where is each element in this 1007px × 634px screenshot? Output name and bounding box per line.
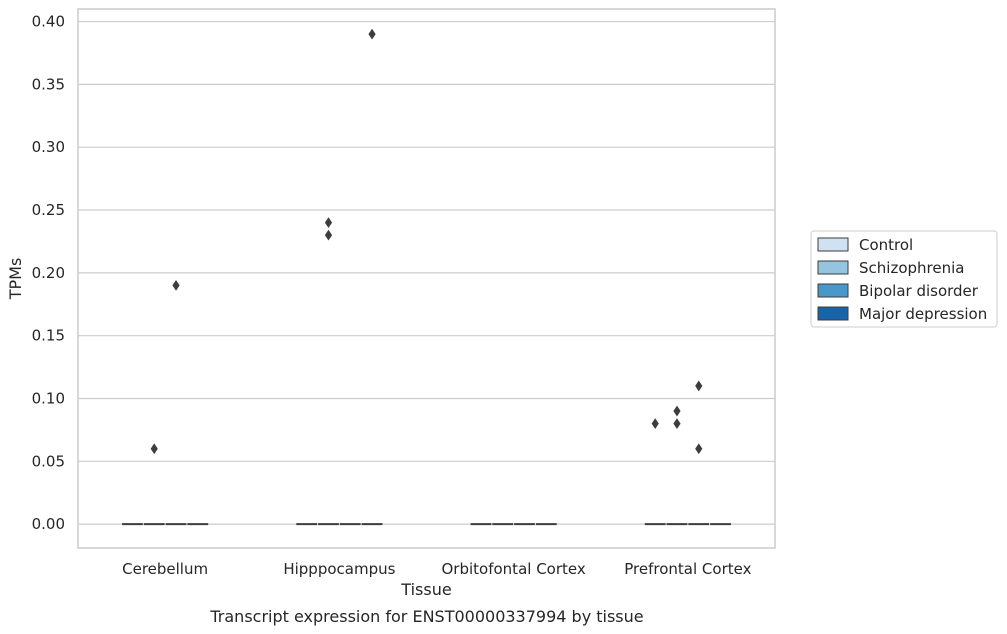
outlier-point: [673, 405, 681, 417]
legend-swatch: [817, 237, 849, 252]
legend-label: Schizophrenia: [859, 259, 964, 277]
grid-layer: [78, 20, 775, 525]
outlier-point: [673, 418, 681, 430]
outlier-point: [324, 217, 333, 228]
x-tick-label: Prefrontal Cortex: [624, 560, 751, 578]
y-tick-label: 0.20: [32, 264, 65, 282]
y-tick-label: 0.00: [32, 515, 65, 533]
legend-swatch: [817, 306, 849, 321]
y-tick-label: 0.30: [32, 138, 65, 156]
outlier-point: [172, 280, 180, 291]
y-tick-labels: 0.00 0.05 0.10 0.15 0.20 0.25 0.30 0.35 0.40: [32, 13, 65, 534]
y-tick-label: 0.25: [32, 201, 65, 219]
outlier-point: [695, 443, 703, 455]
y-tick-label: 0.10: [32, 389, 65, 407]
legend-swatch: [817, 283, 849, 298]
outlier-layer: [150, 28, 703, 455]
legend-swatch: [817, 260, 849, 275]
y-axis-label: TPMs: [6, 258, 25, 301]
plot-frame: [77, 8, 776, 549]
x-tick-label: Hipppocampus: [283, 560, 395, 578]
y-tick-label: 0.40: [32, 13, 65, 31]
x-tick-label: Cerebellum: [122, 560, 208, 578]
legend-label: Bipolar disorder: [859, 282, 979, 300]
outlier-point: [368, 28, 376, 40]
y-tick-label: 0.15: [32, 327, 65, 345]
legend-label: Control: [859, 236, 913, 254]
legend-frame: [810, 230, 998, 328]
outlier-point: [324, 229, 333, 241]
x-tick-labels: Cerebellum Hipppocampus Orbitofontal Corte…: [122, 560, 751, 578]
outlier-point: [695, 380, 703, 392]
x-tick-label: Orbitofontal Cortex: [442, 560, 586, 578]
legend-label: Major depression: [859, 305, 987, 323]
chart-title: Transcript expression for ENST0000033799…: [209, 607, 643, 626]
outlier-point: [651, 418, 659, 430]
y-tick-label: 0.05: [32, 452, 65, 470]
legend: Control Schizophrenia Bipolar disorder Majo…: [810, 230, 998, 328]
x-axis-label: Tissue: [400, 580, 451, 599]
y-tick-label: 0.35: [32, 75, 65, 93]
outlier-point: [150, 443, 158, 455]
